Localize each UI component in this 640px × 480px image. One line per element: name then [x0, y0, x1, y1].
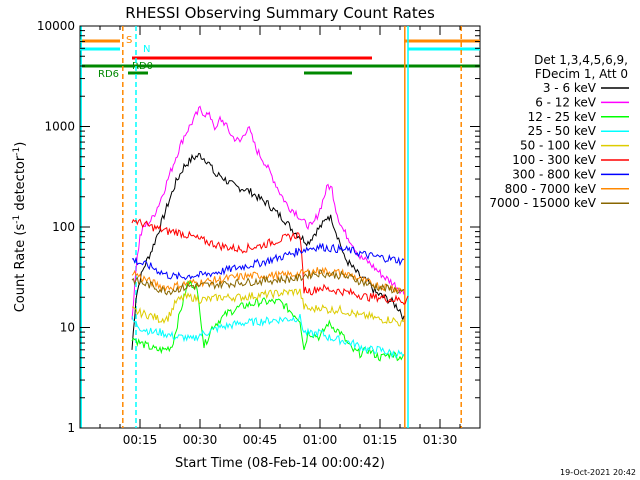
- series-line-5: [131, 218, 409, 305]
- legend: Det 1,3,4,5,6,9, FDecim 1, Att 0 3 - 6 k…: [489, 53, 629, 210]
- x-tick-label: 01:30: [423, 433, 458, 447]
- legend-header-2: FDecim 1, Att 0: [535, 67, 628, 81]
- series-line-7: [131, 266, 405, 294]
- series-line-8: [131, 268, 405, 296]
- legend-label: 100 - 300 keV: [512, 153, 596, 167]
- legend-label: 25 - 50 keV: [528, 124, 597, 138]
- y-axis-label: Count Rate (s-1 detector-1): [12, 142, 28, 313]
- y-axis: 1 10 100 1000 10000: [37, 19, 480, 435]
- legend-label: 50 - 100 keV: [520, 139, 597, 153]
- flag-label: RD0: [132, 61, 153, 72]
- y-tick-label: 10: [60, 321, 75, 335]
- y-tick-label: 10000: [37, 19, 75, 33]
- chart-title: RHESSI Observing Summary Count Rates: [125, 4, 435, 22]
- y-label-main: Count Rate (s: [13, 224, 28, 313]
- legend-label: 12 - 25 keV: [528, 110, 597, 124]
- footer-date: 19-Oct-2021 20:42: [560, 468, 636, 477]
- x-axis: 00:15 00:30 00:45 01:00 01:15 01:30: [99, 26, 461, 447]
- flag-label: S: [126, 35, 132, 46]
- y-tick-label: 100: [52, 220, 75, 234]
- x-tick-label: 00:30: [183, 433, 218, 447]
- x-tick-label: 01:15: [363, 433, 398, 447]
- y-tick-label: 1000: [44, 120, 75, 134]
- series-line-1: [131, 105, 405, 320]
- y-label-mid: detector: [13, 155, 28, 215]
- x-axis-label: Start Time (08-Feb-14 00:00:42): [175, 456, 385, 471]
- x-tick-label: 00:15: [123, 433, 158, 447]
- legend-label: 300 - 800 keV: [512, 167, 596, 181]
- y-label-end: ): [13, 142, 28, 147]
- flag-bars: SN RD0 RD6: [80, 35, 480, 80]
- y-tick-label: 1: [67, 421, 75, 435]
- series-line-2: [131, 279, 405, 362]
- x-tick-label: 00:45: [243, 433, 278, 447]
- series-layer: [131, 105, 409, 362]
- vertical-markers: [80, 26, 462, 428]
- x-tick-label: 01:00: [303, 433, 338, 447]
- series-line-6: [131, 242, 405, 281]
- y-label-sup1: -1: [12, 215, 22, 224]
- legend-label: 800 - 7000 keV: [505, 182, 597, 196]
- series-line-4: [131, 288, 405, 327]
- series-line-3: [131, 313, 405, 359]
- legend-label: 6 - 12 keV: [535, 95, 597, 109]
- legend-label: 7000 - 15000 keV: [489, 196, 596, 210]
- y-label-sup2: -1: [12, 147, 22, 156]
- legend-header-1: Det 1,3,4,5,6,9,: [534, 53, 628, 67]
- series-line-0: [131, 152, 405, 350]
- plot-area: [79, 25, 481, 429]
- flag-label: N: [143, 44, 150, 55]
- flag-label: RD6: [98, 69, 119, 80]
- legend-label: 3 - 6 keV: [543, 81, 597, 95]
